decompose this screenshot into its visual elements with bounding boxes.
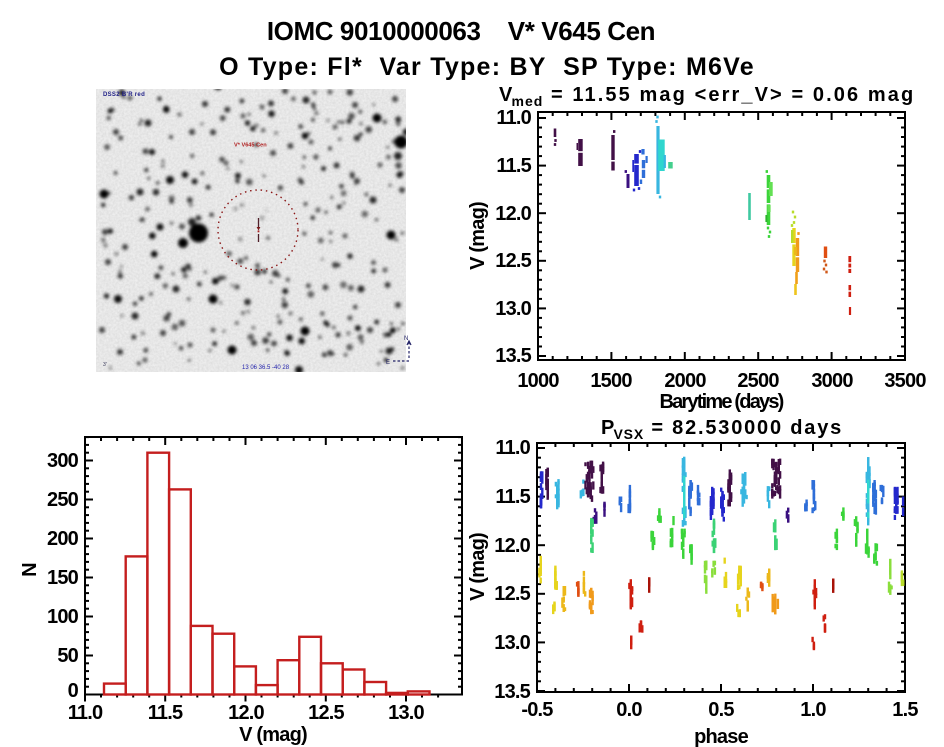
svg-text:13.0: 13.0	[495, 298, 531, 320]
svg-text:13.5: 13.5	[494, 681, 530, 703]
svg-text:Vmed = 11.55 mag <err_V> = 0.0: Vmed = 11.55 mag <err_V> = 0.06 mag	[499, 84, 915, 109]
svg-text:IOMC 9010000063 V* V645 Cen: IOMC 9010000063 V* V645 Cen	[267, 16, 655, 46]
svg-text:DSS2 B'R red: DSS2 B'R red	[103, 92, 145, 98]
svg-text:1.5: 1.5	[892, 699, 918, 721]
svg-text:13.0: 13.0	[494, 632, 530, 654]
svg-text:12.5: 12.5	[495, 250, 531, 272]
svg-text:0: 0	[68, 680, 79, 702]
svg-text:11.0: 11.0	[495, 437, 530, 459]
svg-text:3000: 3000	[811, 370, 853, 392]
svg-text:1500: 1500	[590, 370, 632, 392]
svg-text:-0.5: -0.5	[521, 699, 553, 721]
svg-text:11.5: 11.5	[496, 155, 531, 177]
svg-text:3': 3'	[103, 362, 107, 368]
svg-text:300: 300	[47, 450, 79, 472]
svg-text:12.5: 12.5	[308, 702, 344, 724]
svg-text:Barytime (days): Barytime (days)	[659, 391, 783, 413]
svg-text:2500: 2500	[737, 370, 779, 392]
svg-text:1.0: 1.0	[800, 699, 826, 721]
svg-text:150: 150	[47, 567, 79, 589]
svg-text:12.0: 12.0	[494, 535, 530, 557]
svg-text:N: N	[404, 336, 408, 342]
svg-text:12.0: 12.0	[495, 203, 531, 225]
svg-text:12.0: 12.0	[228, 702, 264, 724]
svg-text:11.0: 11.0	[496, 107, 531, 129]
svg-text:V (mag): V (mag)	[467, 533, 489, 601]
svg-text:N: N	[19, 563, 41, 577]
svg-text:11.5: 11.5	[148, 702, 183, 724]
svg-text:E: E	[386, 360, 390, 366]
svg-text:50: 50	[57, 645, 78, 667]
svg-text:3500: 3500	[884, 370, 926, 392]
svg-text:phase: phase	[694, 726, 748, 747]
svg-text:13.0: 13.0	[388, 702, 424, 724]
svg-text:2000: 2000	[664, 370, 706, 392]
svg-text:0.5: 0.5	[708, 699, 734, 721]
svg-text:13 06 36.5 -40 28: 13 06 36.5 -40 28	[242, 365, 290, 371]
svg-text:250: 250	[47, 489, 79, 511]
svg-text:12.5: 12.5	[494, 583, 530, 605]
svg-text:V (mag): V (mag)	[467, 202, 489, 270]
svg-text:V (mag): V (mag)	[239, 724, 307, 746]
svg-text:V* V645 Cen: V* V645 Cen	[234, 143, 267, 149]
svg-text:1000: 1000	[517, 370, 559, 392]
svg-text:11.5: 11.5	[495, 486, 530, 508]
svg-text:200: 200	[47, 528, 79, 550]
svg-text:0.0: 0.0	[616, 699, 642, 721]
svg-text:100: 100	[47, 606, 79, 628]
svg-text:13.5: 13.5	[495, 345, 531, 367]
svg-text:11.0: 11.0	[68, 702, 103, 724]
svg-text:O Type: Fl* Var Type: BY SP: O Type: Fl* Var Type: BY SP Type: M6Ve	[219, 53, 755, 81]
